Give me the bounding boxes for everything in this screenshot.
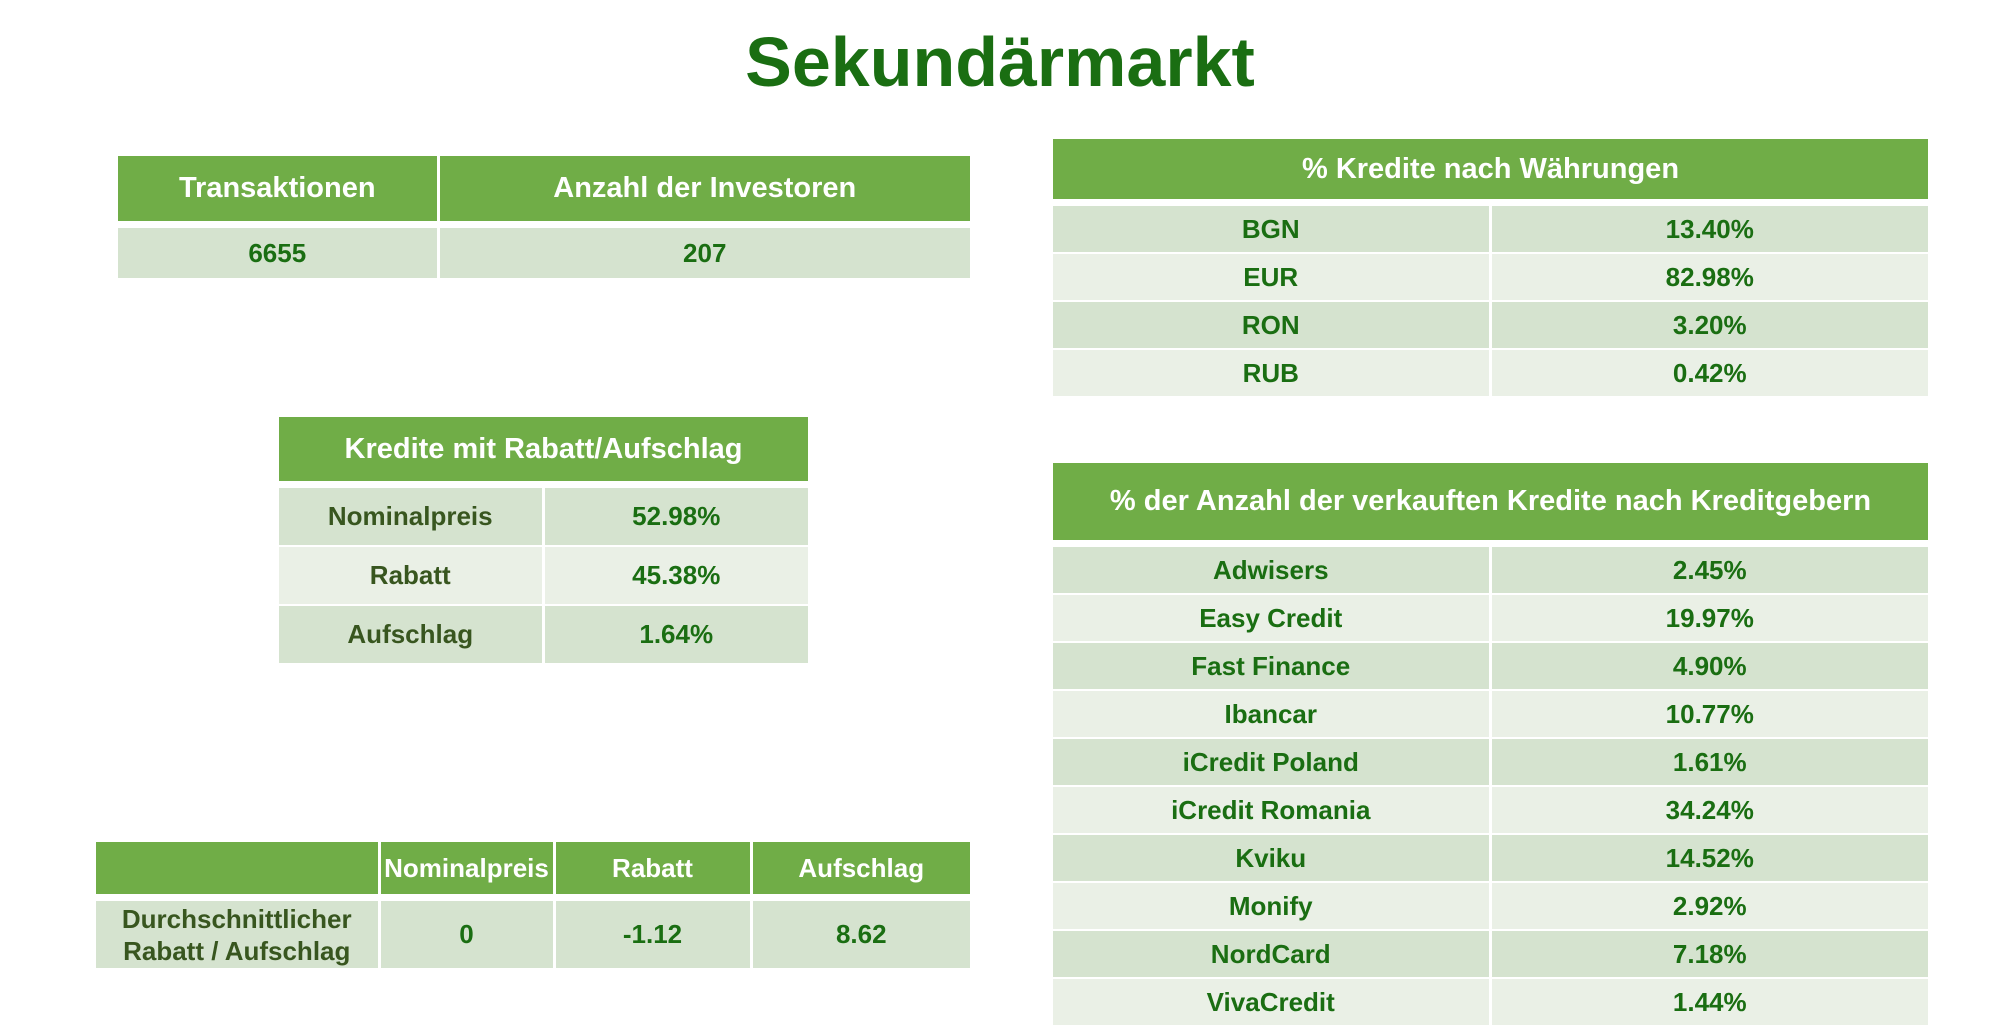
table-row: Easy Credit 19.97% [1053,593,1929,642]
lender-share: 4.90% [1488,641,1929,690]
premium-value: 8.62 [749,896,970,968]
average-table: Nominalpreis Rabatt Aufschlag Durchschni… [96,842,970,968]
table-row: Monify 2.92% [1053,881,1929,930]
summary-value-row: 6655 207 [118,223,970,278]
table-row: RON 3.20% [1053,300,1929,349]
empty-header [96,842,379,901]
lender-name: iCredit Poland [1053,737,1490,786]
lender-share: 2.92% [1488,881,1929,930]
investors-value: 207 [436,223,970,278]
lender-share: 10.77% [1488,689,1929,738]
nominal-header: Nominalpreis [377,842,554,901]
row-label: Durchschnittlicher Rabatt / Aufschlag [96,896,379,968]
lenders-header-row: % der Anzahl der verkauften Kredite nach… [1053,463,1929,547]
lender-share: 1.61% [1488,737,1929,786]
table-row: Fast Finance 4.90% [1053,641,1929,690]
table-row: NordCard 7.18% [1053,929,1929,978]
summary-table: Transaktionen Anzahl der Investoren 6655… [118,156,970,278]
lender-name: Monify [1053,881,1490,930]
nominal-value: 0 [377,896,554,968]
investors-header: Anzahl der Investoren [436,156,970,228]
currency-share: 82.98% [1488,252,1929,301]
row-label: Aufschlag [279,604,543,663]
lender-name: NordCard [1053,929,1490,978]
table-row: Nominalpreis 52.98% [279,483,808,546]
currency-header-row: % Kredite nach Währungen [1053,139,1929,206]
table-row: Ibancar 10.77% [1053,689,1929,738]
currency-header: % Kredite nach Währungen [1053,139,1929,206]
lender-name: Adwisers [1053,542,1490,594]
table-row: Adwisers 2.45% [1053,542,1929,594]
page-title: Sekundärmarkt [745,23,1255,101]
currency-code: RUB [1053,348,1490,396]
lender-share: 7.18% [1488,929,1929,978]
table-row: BGN 13.40% [1053,201,1929,253]
currency-share: 3.20% [1488,300,1929,349]
lender-name: Easy Credit [1053,593,1490,642]
discount-table: Kredite mit Rabatt/Aufschlag Nominalprei… [279,417,808,663]
discount-header: Kredite mit Rabatt/Aufschlag [279,417,808,488]
table-row: RUB 0.42% [1053,348,1929,396]
currency-table: % Kredite nach Währungen BGN 13.40% EUR … [1053,139,1929,396]
row-label: Rabatt [279,545,543,605]
table-row: iCredit Romania 34.24% [1053,785,1929,834]
table-row: Rabatt 45.38% [279,545,808,605]
discount-value: -1.12 [552,896,751,968]
premium-header: Aufschlag [749,842,970,901]
lender-name: iCredit Romania [1053,785,1490,834]
lender-share: 1.44% [1488,977,1929,1025]
currency-share: 13.40% [1488,201,1929,253]
row-label: Nominalpreis [279,483,543,546]
lender-share: 2.45% [1488,542,1929,594]
discount-header: Rabatt [552,842,751,901]
lender-name: Ibancar [1053,689,1490,738]
table-row: VivaCredit 1.44% [1053,977,1929,1025]
lender-name: Fast Finance [1053,641,1490,690]
table-row: iCredit Poland 1.61% [1053,737,1929,786]
row-value: 1.64% [541,604,808,663]
lender-name: Kviku [1053,833,1490,882]
average-header-row: Nominalpreis Rabatt Aufschlag [96,842,970,901]
lender-share: 14.52% [1488,833,1929,882]
currency-code: RON [1053,300,1490,349]
row-value: 52.98% [541,483,808,546]
table-row: Durchschnittlicher Rabatt / Aufschlag 0 … [96,896,970,968]
table-row: EUR 82.98% [1053,252,1929,301]
table-row: Aufschlag 1.64% [279,604,808,663]
lenders-header: % der Anzahl der verkauften Kredite nach… [1053,463,1929,547]
transactions-value: 6655 [118,223,438,278]
summary-header-row: Transaktionen Anzahl der Investoren [118,156,970,228]
lender-share: 34.24% [1488,785,1929,834]
lender-share: 19.97% [1488,593,1929,642]
currency-share: 0.42% [1488,348,1929,396]
discount-header-row: Kredite mit Rabatt/Aufschlag [279,417,808,488]
lenders-table: % der Anzahl der verkauften Kredite nach… [1053,463,1929,1025]
lender-name: VivaCredit [1053,977,1490,1025]
currency-code: EUR [1053,252,1490,301]
currency-code: BGN [1053,201,1490,253]
row-value: 45.38% [541,545,808,605]
table-row: Kviku 14.52% [1053,833,1929,882]
transactions-header: Transaktionen [118,156,438,228]
